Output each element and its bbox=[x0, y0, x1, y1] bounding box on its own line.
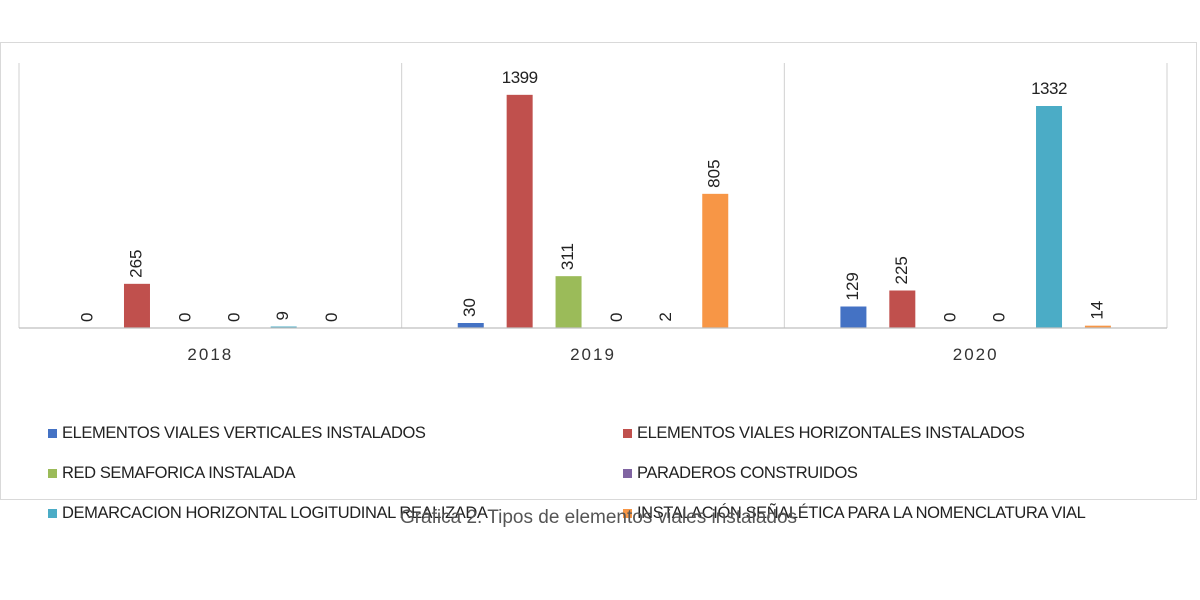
x-tick-label: 2018 bbox=[187, 345, 233, 364]
bar bbox=[1036, 106, 1063, 328]
legend-item: ELEMENTOS VIALES VERTICALES INSTALADOS bbox=[48, 423, 426, 443]
data-label: 0 bbox=[322, 313, 341, 322]
data-label: 2 bbox=[656, 312, 675, 321]
data-label: 0 bbox=[224, 313, 243, 322]
bar bbox=[1084, 325, 1111, 328]
legend-swatch bbox=[48, 508, 57, 518]
data-label: 0 bbox=[78, 313, 97, 322]
data-label: 805 bbox=[705, 159, 724, 187]
bar bbox=[506, 94, 533, 328]
legend-swatch bbox=[623, 508, 632, 518]
bar bbox=[702, 193, 729, 328]
legend-label: PARADEROS CONSTRUIDOS bbox=[637, 463, 858, 482]
legend-swatch bbox=[623, 468, 632, 478]
legend-label: INSTALACIÓN SEÑALÉTICA PARA LA NOMENCLAT… bbox=[637, 503, 1086, 522]
bar bbox=[270, 326, 297, 328]
legend-item: INSTALACIÓN SEÑALÉTICA PARA LA NOMENCLAT… bbox=[623, 503, 1086, 523]
data-label: 9 bbox=[273, 311, 292, 320]
data-label: 129 bbox=[843, 272, 862, 300]
figure-caption: Gráfica 2. Tipos de elementos viales ins… bbox=[399, 507, 798, 528]
data-label: 225 bbox=[892, 256, 911, 284]
bar bbox=[555, 276, 582, 328]
legend-label: ELEMENTOS VIALES VERTICALES INSTALADOS bbox=[62, 423, 426, 442]
chart-area: 0 30 129 265 1399 225 0 311 0 0 0 0 9 2 1332 0 805 14 2018… bbox=[0, 42, 1197, 522]
bar bbox=[123, 283, 150, 328]
x-tick-label: 2019 bbox=[570, 345, 616, 364]
legend-item: RED SEMAFORICA INSTALADA bbox=[48, 463, 295, 483]
bar bbox=[457, 323, 484, 328]
legend-label: ELEMENTOS VIALES HORIZONTALES INSTALADOS bbox=[637, 423, 1025, 442]
data-label: 0 bbox=[990, 313, 1009, 322]
data-label: 30 bbox=[460, 298, 479, 317]
data-label: 1399 bbox=[502, 68, 538, 87]
data-label: 265 bbox=[126, 249, 145, 277]
x-tick-label: 2020 bbox=[953, 345, 999, 364]
data-label: 1332 bbox=[1031, 79, 1067, 98]
legend-swatch bbox=[623, 428, 632, 438]
legend-swatch bbox=[48, 428, 57, 438]
bar bbox=[889, 290, 916, 328]
data-label: 14 bbox=[1087, 301, 1106, 320]
legend-label: RED SEMAFORICA INSTALADA bbox=[62, 463, 296, 482]
chart-legend: ELEMENTOS VIALES VERTICALES INSTALADOS EL… bbox=[1, 423, 1198, 533]
bar-chart: 0 30 129 265 1399 225 0 311 0 0 0 0 9 2 1332 0 805 14 2018… bbox=[18, 63, 1168, 364]
bar bbox=[840, 306, 867, 328]
legend-item: ELEMENTOS VIALES HORIZONTALES INSTALADOS bbox=[623, 423, 1025, 443]
legend-item: PARADEROS CONSTRUIDOS bbox=[623, 463, 858, 483]
data-label: 0 bbox=[607, 313, 626, 322]
legend-swatch bbox=[48, 468, 57, 478]
legend-label: DEMARCACION HORIZONTAL LOGITUDINAL REALI… bbox=[62, 503, 488, 522]
data-label: 0 bbox=[941, 313, 960, 322]
legend-item: DEMARCACION HORIZONTAL LOGITUDINAL REALI… bbox=[48, 503, 488, 523]
data-label: 0 bbox=[175, 313, 194, 322]
data-label: 311 bbox=[558, 243, 577, 270]
